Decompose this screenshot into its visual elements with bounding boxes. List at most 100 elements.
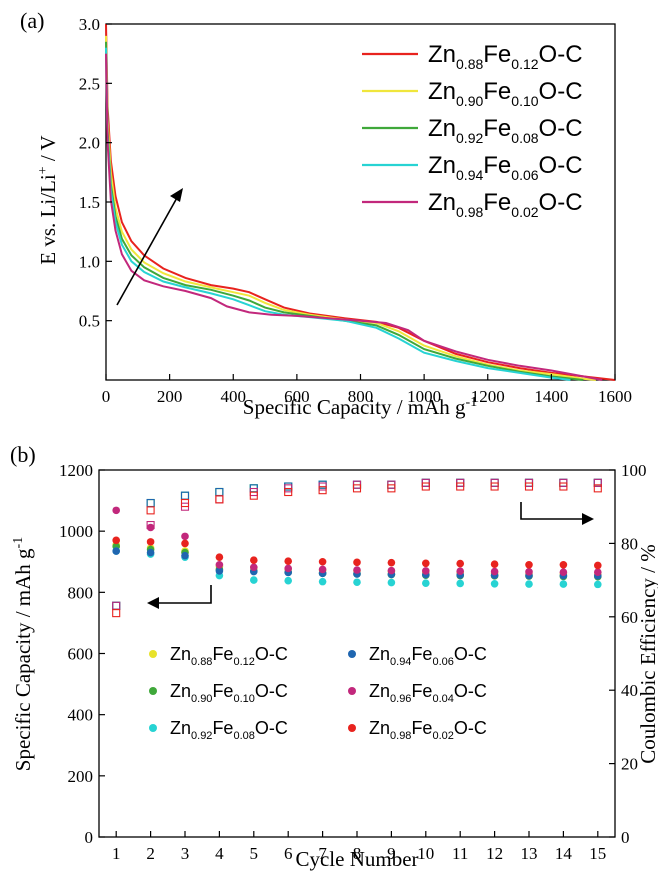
efficiency-point xyxy=(215,487,224,497)
efficiency-point xyxy=(112,601,121,610)
x-tick-label: 400 xyxy=(221,387,247,406)
capacity-point xyxy=(146,538,155,546)
x-tick-label: 8 xyxy=(353,844,362,863)
discharge-curve-5 xyxy=(105,53,603,381)
legend-label: Zn0.90Fe0.10O-C xyxy=(428,78,583,109)
capacity-point xyxy=(594,568,602,576)
y2-tick-label: 40 xyxy=(621,681,638,700)
capacity-point xyxy=(250,563,258,572)
legend-label: Zn0.88Fe0.12O-C xyxy=(170,644,288,668)
y-tick-label: 1000 xyxy=(59,522,93,541)
y-tick-label: 600 xyxy=(68,645,94,664)
y-tick-label: 1200 xyxy=(59,461,93,480)
x-tick-label: 1000 xyxy=(407,387,441,406)
legend-label: Zn0.96Fe0.04O-C xyxy=(369,681,487,705)
legend-marker xyxy=(149,687,157,695)
capacity-point xyxy=(318,557,327,566)
efficiency-point xyxy=(559,482,568,491)
discharge-curve-4 xyxy=(105,47,571,381)
x-tick-label: 1200 xyxy=(471,387,505,406)
efficiency-point xyxy=(146,498,155,508)
discharge-curve-3 xyxy=(105,41,584,381)
panel-a-label: (a) xyxy=(20,8,44,33)
capacity-point xyxy=(353,558,361,567)
efficiency-point xyxy=(352,484,362,493)
capacity-point xyxy=(559,568,568,576)
panel-b-y2-axis-label: Coulombic Efficiency / % xyxy=(636,544,658,763)
capacity-point xyxy=(215,553,224,561)
efficiency-point xyxy=(146,498,155,508)
x-tick-label: 14 xyxy=(555,844,573,863)
efficiency-point xyxy=(593,478,602,487)
efficiency-point xyxy=(387,484,396,493)
capacity-point xyxy=(490,567,499,576)
panel-a-x-ticks: 0 200 400 600 800 1000 1200 1400 1600 xyxy=(102,374,632,406)
x-tick-label: 0 xyxy=(102,387,111,406)
capacity-point xyxy=(525,568,533,576)
efficiency-point xyxy=(215,487,224,497)
legend-label: Zn0.94Fe0.06O-C xyxy=(369,644,487,668)
x-tick-label: 4 xyxy=(215,844,224,863)
efficiency-point xyxy=(112,601,121,610)
capacity-point xyxy=(353,566,361,574)
y-tick-label: 1.5 xyxy=(79,193,100,212)
panel-a-x-axis-label: Specific Capacity / mAh g-1 xyxy=(243,395,477,419)
legend-label: Zn0.90Fe0.10O-C xyxy=(170,681,288,705)
efficiency-point xyxy=(318,486,327,495)
capacity-point xyxy=(181,551,189,560)
capacity-point xyxy=(456,567,465,576)
y-tick-label: 800 xyxy=(68,583,94,602)
panel-b-y2-ticks: 0 20 40 60 80 100 xyxy=(609,461,647,847)
x-tick-label: 7 xyxy=(318,844,327,863)
y2-tick-label: 80 xyxy=(621,534,638,553)
capacity-point xyxy=(250,556,258,565)
capacity-point xyxy=(525,580,533,588)
y-tick-label: 0 xyxy=(85,828,94,847)
capacity-point xyxy=(318,577,327,586)
capacity-point xyxy=(559,561,568,569)
efficiency-point xyxy=(112,601,121,610)
x-tick-label: 6 xyxy=(284,844,293,863)
efficiency-point xyxy=(112,609,121,618)
efficiency-point xyxy=(215,487,224,497)
y2-tick-label: 100 xyxy=(621,461,647,480)
panel-a-curves xyxy=(105,23,616,381)
x-tick-label: 200 xyxy=(157,387,183,406)
capacity-point xyxy=(146,523,155,532)
discharge-curve-1 xyxy=(105,23,616,381)
capacity-point xyxy=(490,560,499,568)
capacity-point xyxy=(387,558,396,567)
x-tick-label: 11 xyxy=(452,844,468,863)
x-tick-label: 3 xyxy=(181,844,190,863)
legend-marker xyxy=(348,687,356,695)
y-tick-label: 200 xyxy=(68,767,94,786)
efficiency-point xyxy=(112,601,121,610)
capacity-point xyxy=(422,579,430,587)
capacity-point xyxy=(490,579,499,588)
efficiency-point xyxy=(180,491,190,500)
capacity-axis-arrow xyxy=(147,585,212,609)
efficiency-point xyxy=(112,601,121,610)
legend-marker xyxy=(348,650,356,658)
efficiency-point xyxy=(524,482,534,491)
x-tick-label: 800 xyxy=(348,387,374,406)
panel-b: 1 2 3 4 5 6 7 8 9 10 11 12 13 14 15 020040060080010001… xyxy=(10,442,658,871)
y2-tick-label: 0 xyxy=(621,828,630,847)
series-6 xyxy=(112,482,602,618)
panel-a-legend: Zn0.88Fe0.12O-C Zn0.90Fe0.10O-C Zn0.92Fe0.… xyxy=(362,41,583,220)
x-tick-label: 15 xyxy=(589,844,606,863)
efficiency-point xyxy=(180,498,190,508)
panel-b-x-axis-label: Cycle Number xyxy=(295,847,418,871)
capacity-point xyxy=(456,559,465,568)
capacity-point xyxy=(284,576,293,585)
panel-b-label: (b) xyxy=(10,442,36,467)
capacity-point xyxy=(146,548,155,557)
capacity-point xyxy=(387,566,396,575)
x-tick-label: 1600 xyxy=(598,387,632,406)
panel-b-points xyxy=(112,478,602,618)
efficiency-point xyxy=(146,520,155,530)
capacity-point xyxy=(353,578,361,587)
capacity-point xyxy=(284,564,293,573)
legend-marker xyxy=(149,724,157,732)
capacity-point xyxy=(387,578,396,587)
